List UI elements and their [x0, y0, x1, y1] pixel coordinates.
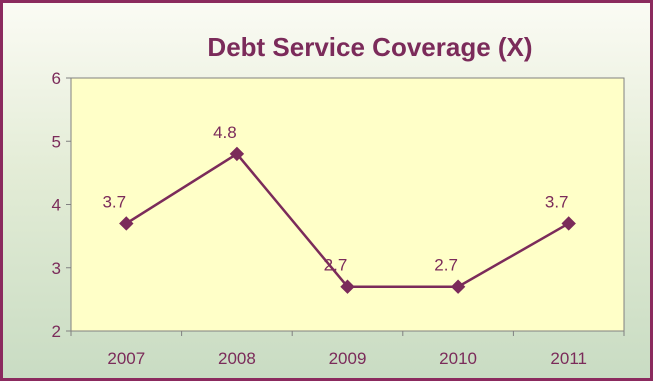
data-label-2008: 4.8 — [213, 123, 237, 142]
y-tick-label-3: 5 — [52, 132, 61, 151]
y-tick-label-2: 4 — [52, 196, 61, 215]
y-tick-label-0: 2 — [52, 322, 61, 341]
y-tick-label-4: 6 — [52, 69, 61, 88]
x-tick-label-2009: 2009 — [329, 349, 367, 368]
data-label-2007: 3.7 — [102, 192, 126, 211]
x-tick-label-2008: 2008 — [218, 349, 256, 368]
x-tick-label-2011: 2011 — [550, 349, 587, 368]
chart-svg: Debt Service Coverage (X) 2 3 4 5 6 2007 2008… — [52, 32, 625, 368]
chart-title: Debt Service Coverage (X) — [207, 32, 532, 62]
x-axis: 2007 2008 2009 2010 2011 — [70, 331, 625, 368]
data-point-2009 — [340, 279, 355, 294]
x-tick-label-2010: 2010 — [439, 349, 477, 368]
data-point-2010 — [450, 279, 466, 294]
data-label-2010: 2.7 — [434, 256, 458, 275]
x-tick-label-2007: 2007 — [107, 349, 145, 368]
data-point-2011 — [561, 216, 576, 231]
data-label-2011: 3.7 — [545, 192, 569, 211]
data-label-2009: 2.7 — [324, 256, 348, 275]
data-point-2008 — [229, 146, 245, 162]
series-debt-service-coverage: 3.7 4.8 2.7 2.7 3.7 — [102, 123, 576, 294]
data-point-2007 — [119, 216, 134, 231]
y-axis: 2 3 4 5 6 — [52, 69, 71, 341]
y-tick-label-1: 3 — [52, 259, 61, 278]
